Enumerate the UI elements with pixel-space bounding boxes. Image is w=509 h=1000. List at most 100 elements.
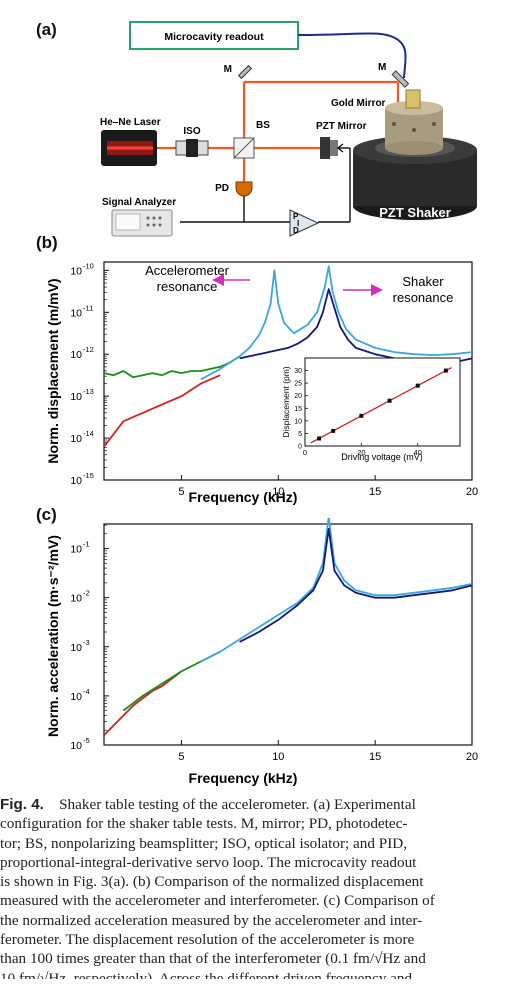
y-tick-label: 10	[70, 433, 82, 445]
y-tick-exponent: -12	[83, 345, 94, 354]
y-tick-label: 10	[70, 642, 82, 654]
y-tick-exponent: -4	[83, 687, 90, 696]
y-tick-exponent: -14	[83, 429, 94, 438]
y-tick-label: 10	[70, 691, 82, 703]
iso-label: ISO	[183, 126, 200, 137]
inset-y-tick-label: 10	[294, 418, 302, 425]
caption-line: is shown in Fig. 3(a). (b) Comparison of…	[0, 873, 424, 891]
pzt-mirror	[320, 137, 330, 159]
pd-label: PD	[215, 183, 229, 194]
inset-x-tick-label: 40	[414, 448, 422, 457]
inset-y-tick-label: 0	[298, 444, 302, 451]
mirror-m2	[391, 70, 410, 88]
inset-chart: 0 20 40 0 5 10 15 20 25 30 Driving voltage (mV) D…	[281, 357, 461, 462]
svg-text:I: I	[297, 219, 299, 228]
gold-mirror	[405, 89, 421, 109]
annotation-shaker-2: resonance	[393, 290, 454, 305]
inset-y-tick-label: 5	[298, 431, 302, 438]
y-tick-label: 10	[70, 475, 82, 487]
photodetector	[235, 181, 253, 197]
laser-label: He–Ne Laser	[100, 117, 161, 128]
inset-y-tick-label: 25	[294, 381, 302, 388]
x-tick-label: 10	[272, 486, 284, 498]
setup-diagram: Microcavity readout He–Ne Laser ISO BS M…	[100, 21, 477, 237]
series-line-1	[103, 374, 221, 448]
y-tick-exponent: -15	[83, 471, 94, 480]
inset-point	[331, 428, 336, 433]
inset-point	[359, 413, 364, 418]
inset-point	[317, 436, 322, 441]
caption-line: the normalized acceleration measured by …	[0, 911, 423, 929]
y-tick-label: 10	[70, 265, 82, 277]
series-line-2	[200, 265, 473, 381]
panel-label-c: (c)	[36, 505, 57, 524]
y-tick-exponent: -10	[83, 261, 94, 270]
inset-x-tick-label: 20	[357, 448, 365, 457]
x-axis-label: Frequency (kHz)	[189, 770, 298, 786]
pid-controller	[289, 209, 320, 237]
panel-label-a: (a)	[36, 20, 57, 39]
series-line-3	[239, 527, 473, 643]
bs-label: BS	[256, 120, 270, 131]
mirror-m1-label: M	[224, 64, 232, 75]
x-tick-label: 15	[369, 751, 381, 763]
caption-line: than 100 times greater than that of the …	[0, 950, 426, 968]
x-tick-label: 5	[178, 486, 184, 498]
caption-line: tor; BS, nonpolarizing beamsplitter; ISO…	[0, 834, 408, 852]
series-line-2	[200, 518, 473, 663]
caption-line: configuration for the shaker table tests…	[0, 815, 408, 833]
x-tick-label: 15	[369, 486, 381, 498]
series-line-0	[103, 670, 183, 736]
shaker-label: PZT Shaker	[379, 205, 451, 220]
figure-label: Fig. 4.	[0, 796, 44, 813]
inset-y-tick-label: 20	[294, 393, 302, 400]
figure-caption: Fig. 4. Shaker table testing of the acce…	[0, 795, 509, 979]
caption-line: measured with the accelerometer and inte…	[0, 892, 435, 910]
readout-fiber	[297, 32, 407, 79]
annotation-shaker-1: Shaker	[402, 274, 444, 289]
signal-cables	[180, 147, 351, 223]
y-axis-label: Norm. acceleration (m·s⁻²/mV)	[45, 535, 61, 737]
annotation-accelerometer-1: Accelerometer	[145, 263, 229, 278]
y-tick-exponent: -5	[83, 736, 90, 745]
inset-y-label: Displacement (pm)	[281, 366, 291, 437]
y-tick-label: 10	[70, 593, 82, 605]
x-tick-label: 20	[466, 751, 478, 763]
gold-mirror-label: Gold Mirror	[331, 98, 386, 109]
inset-y-tick-label: 30	[294, 368, 302, 375]
y-tick-label: 10	[70, 544, 82, 556]
mirror-m1	[237, 64, 253, 80]
caption-line-partial: 10 fm/√Hz, respectively). Across the dif…	[0, 969, 413, 979]
panel-label-b: (b)	[36, 233, 58, 252]
y-tick-label: 10	[70, 740, 82, 752]
y-axis-label: Norm. displacement (m/mV)	[45, 278, 61, 463]
inset-x-tick-label: 0	[303, 448, 307, 457]
mirror-m2-label: M	[378, 62, 386, 73]
readout-label: Microcavity readout	[164, 31, 264, 43]
y-tick-label: 10	[70, 349, 82, 361]
signal-analyzer-label: Signal Analyzer	[102, 197, 176, 208]
caption-line: proportional-integral-derivative servo l…	[0, 853, 417, 871]
x-tick-label: 5	[178, 751, 184, 763]
y-tick-label: 10	[70, 391, 82, 403]
x-axis-label: Frequency (kHz)	[189, 489, 298, 505]
plot-frame	[103, 523, 473, 746]
inset-x-label: Driving voltage (mV)	[341, 452, 423, 462]
y-tick-exponent: -11	[83, 303, 93, 312]
inset-point	[415, 383, 420, 388]
annotation-accelerometer-2: resonance	[157, 279, 218, 294]
y-tick-exponent: -13	[83, 387, 94, 396]
inset-point	[387, 398, 392, 403]
x-tick-label: 20	[466, 486, 478, 498]
pzt-mirror-label: PZT Mirror	[316, 121, 367, 132]
svg-text:P: P	[293, 212, 299, 221]
series-line-0	[103, 355, 241, 379]
y-tick-exponent: -3	[83, 638, 90, 647]
y-tick-exponent: -2	[83, 589, 90, 598]
inset-point	[443, 368, 448, 373]
svg-text:D: D	[293, 226, 299, 235]
y-tick-exponent: -1	[83, 540, 90, 549]
caption-line: ferometer. The displacement resolution o…	[0, 931, 415, 949]
